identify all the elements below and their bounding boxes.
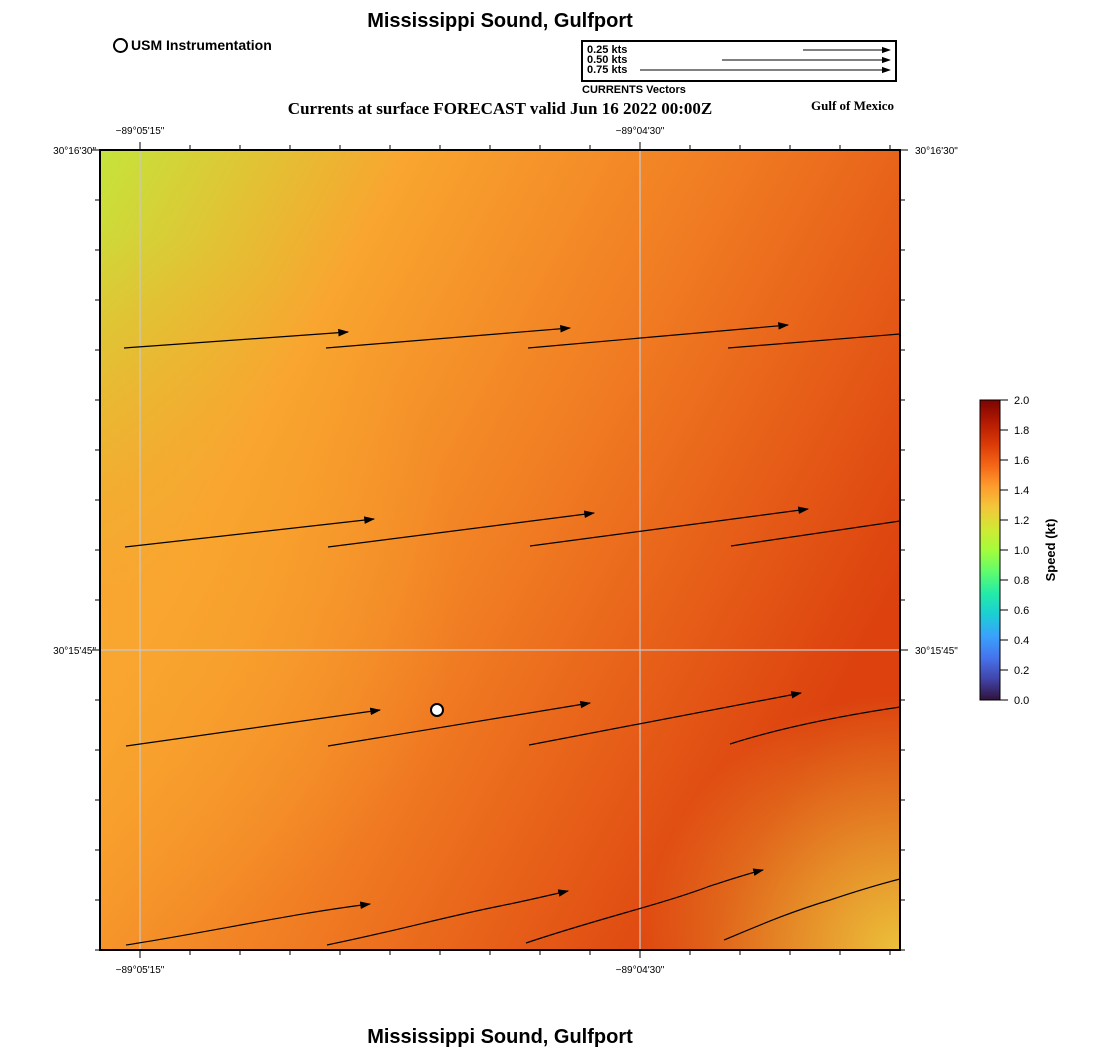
current-vector: [125, 707, 382, 747]
lat-label-left-1: 30°16'30": [53, 146, 96, 157]
colorbar-title: Speed (kt): [1043, 519, 1058, 582]
colorbar-tick-label: 0.0: [1014, 695, 1029, 707]
lat-label-right-1: 30°16'30": [915, 146, 958, 157]
lon-label-bottom-1: −89°05'15": [116, 965, 165, 976]
current-vector: [125, 901, 372, 946]
current-vector: [729, 706, 901, 745]
colorbar-tick-label: 2.0: [1014, 395, 1029, 407]
region-label: Gulf of Mexico: [811, 98, 895, 113]
station-legend: USM Instrumentation: [113, 37, 272, 53]
current-vector: [326, 889, 570, 946]
colorbar-tick-label: 0.8: [1014, 575, 1029, 587]
vector-caption: CURRENTS Vectors: [582, 84, 686, 96]
axis-labels: −89°05'15" −89°04'30" −89°05'15" −89°04'…: [53, 126, 958, 976]
current-vector: [325, 325, 572, 349]
current-vector: [327, 510, 596, 548]
vector-scale-label-3: 0.75 kts: [587, 64, 628, 76]
map-footer-title: Mississippi Sound, Gulfport: [367, 1026, 633, 1048]
current-vector: [525, 868, 765, 944]
colorbar-tick-label: 1.6: [1014, 455, 1029, 467]
station-marker-icon: [113, 37, 128, 53]
vector-scale-legend: 0.25 kts 0.50 kts 0.75 kts: [581, 40, 897, 82]
forecast-subtitle: Currents at surface FORECAST valid Jun 1…: [287, 99, 713, 118]
current-vector: [529, 506, 810, 547]
axis-ticks: [92, 142, 908, 958]
current-vector: [124, 516, 376, 548]
current-vector: [528, 691, 803, 746]
current-vector: [727, 333, 901, 349]
current-vector: [730, 520, 901, 547]
current-vector: [123, 328, 350, 349]
colorbar-tick-label: 0.6: [1014, 605, 1029, 617]
vector-scale-label-2: 0.50 kts: [587, 54, 628, 66]
colorbar-tick-label: 1.2: [1014, 515, 1029, 527]
lat-label-left-2: 30°15'45": [53, 646, 96, 657]
lon-label-top-2: −89°04'30": [616, 126, 665, 137]
lon-label-bottom-2: −89°04'30": [616, 965, 665, 976]
current-vectors: [123, 322, 901, 946]
colorbar-gradient: [979, 399, 1001, 701]
vector-scale-arrows: [640, 46, 891, 74]
colorbar-tick-label: 1.4: [1014, 485, 1029, 497]
colorbar-tick-label: 0.4: [1014, 635, 1029, 647]
lat-label-right-2: 30°15'45": [915, 646, 958, 657]
usm-station-marker[interactable]: [430, 703, 444, 717]
colorbar: 0.0 0.2 0.4 0.6 0.8 1.0 1.2 1.4 1.6 1.8 2.0 Speed …: [979, 395, 1058, 707]
map-title: Mississippi Sound, Gulfport: [367, 10, 633, 32]
speed-field: [100, 150, 900, 950]
colorbar-tick-label: 1.8: [1014, 425, 1029, 437]
colorbar-tick-label: 0.2: [1014, 665, 1029, 677]
current-vector: [527, 322, 790, 349]
colorbar-tick-label: 1.0: [1014, 545, 1029, 557]
current-vector: [327, 700, 592, 747]
colorbar-ticks: 0.0 0.2 0.4 0.6 0.8 1.0 1.2 1.4 1.6 1.8 2.0: [1000, 395, 1029, 707]
lon-label-top-1: −89°05'15": [116, 126, 165, 137]
station-legend-label: USM Instrumentation: [131, 37, 272, 53]
graticule: [100, 150, 900, 950]
current-vector: [723, 878, 901, 941]
vector-scale-label-1: 0.25 kts: [587, 44, 628, 56]
